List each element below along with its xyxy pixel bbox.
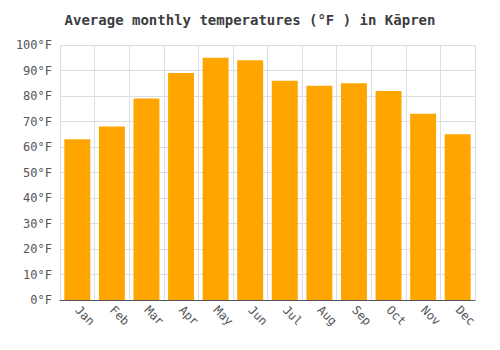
svg-text:Dec: Dec: [453, 303, 478, 328]
svg-text:60°F: 60°F: [23, 140, 52, 154]
svg-text:Aug: Aug: [314, 303, 339, 328]
svg-text:50°F: 50°F: [23, 166, 52, 180]
svg-text:Nov: Nov: [418, 303, 443, 328]
svg-text:10°F: 10°F: [23, 268, 52, 282]
svg-text:Sep: Sep: [349, 303, 374, 328]
svg-text:May: May: [211, 303, 236, 328]
svg-text:Jul: Jul: [280, 303, 305, 328]
svg-text:0°F: 0°F: [30, 293, 52, 307]
svg-text:70°F: 70°F: [23, 115, 52, 129]
svg-text:Jan: Jan: [72, 303, 97, 328]
svg-text:90°F: 90°F: [23, 64, 52, 78]
svg-text:Mar: Mar: [142, 303, 167, 328]
svg-text:Apr: Apr: [176, 303, 201, 328]
svg-text:Jun: Jun: [245, 303, 270, 328]
svg-text:100°F: 100°F: [16, 38, 52, 52]
svg-text:40°F: 40°F: [23, 191, 52, 205]
svg-text:Feb: Feb: [107, 303, 132, 328]
svg-text:Average monthly temperatures (: Average monthly temperatures (°F ) in Kā…: [65, 12, 436, 28]
svg-text:Oct: Oct: [384, 303, 409, 328]
svg-text:30°F: 30°F: [23, 217, 52, 231]
svg-text:80°F: 80°F: [23, 89, 52, 103]
svg-text:20°F: 20°F: [23, 242, 52, 256]
